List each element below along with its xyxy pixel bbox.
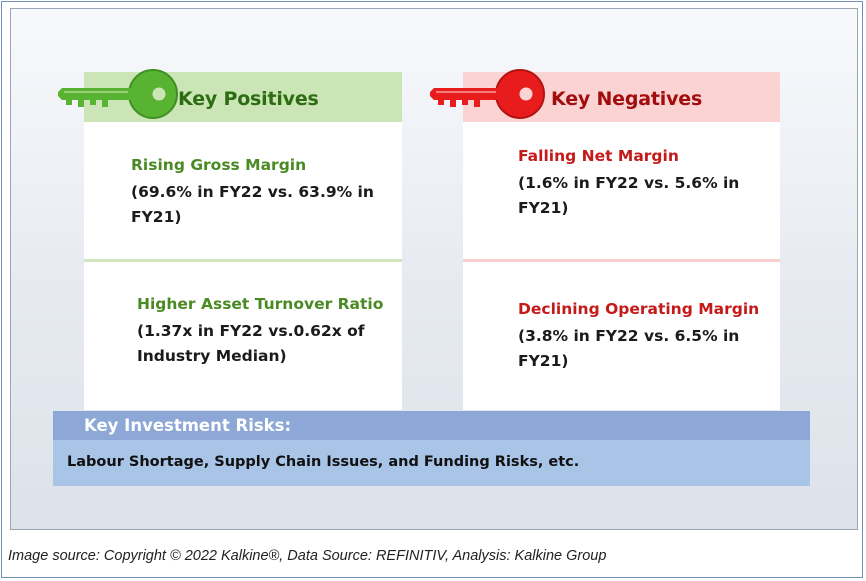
negatives-divider — [463, 259, 780, 262]
negatives-card — [463, 122, 780, 410]
positive-item-2-body: (1.37x in FY22 vs.0.62x of Industry Medi… — [137, 322, 365, 365]
risks-text: Labour Shortage, Supply Chain Issues, an… — [67, 454, 580, 470]
positives-divider — [84, 259, 402, 262]
negative-item-1-title: Falling Net Margin — [518, 147, 679, 165]
negatives-header: Key Negatives — [551, 88, 703, 110]
risks-header: Key Investment Risks: — [84, 416, 292, 435]
positives-card — [84, 122, 402, 410]
positive-item-1-title: Rising Gross Margin — [131, 156, 307, 174]
red-key-icon — [430, 69, 545, 119]
negative-item-1-body: (1.6% in FY22 vs. 5.6% in FY21) — [518, 174, 740, 217]
positives-header: Key Positives — [178, 88, 319, 110]
positive-item-1-body: (69.6% in FY22 vs. 63.9% in FY21) — [131, 183, 374, 226]
risks-body-bar: Labour Shortage, Supply Chain Issues, an… — [53, 440, 810, 486]
green-key-icon — [58, 69, 178, 119]
negative-item-2-title: Declining Operating Margin — [518, 300, 760, 318]
risks-header-bar: Key Investment Risks: — [53, 411, 810, 440]
negative-item-2-body: (3.8% in FY22 vs. 6.5% in FY21) — [518, 327, 740, 370]
image-source-caption: Image source: Copyright © 2022 Kalkine®,… — [8, 548, 607, 564]
positive-item-2-title: Higher Asset Turnover Ratio — [137, 295, 384, 313]
